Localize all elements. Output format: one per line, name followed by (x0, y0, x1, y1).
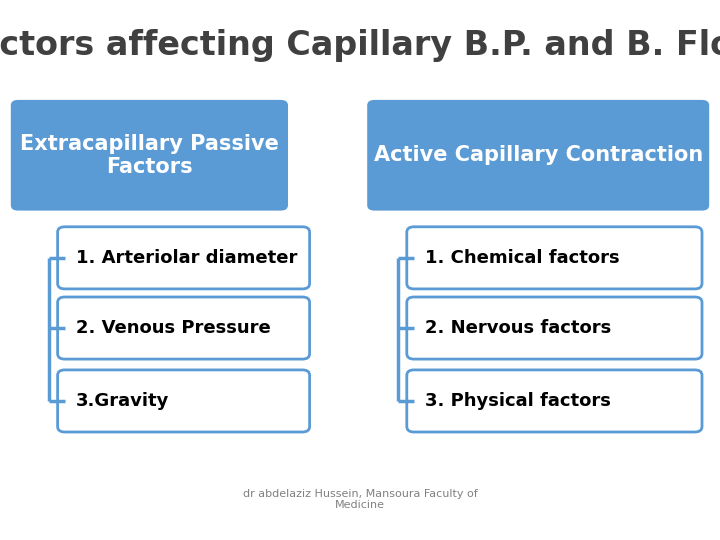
Text: Active Capillary Contraction: Active Capillary Contraction (374, 145, 703, 165)
Text: 1. Arteriolar diameter: 1. Arteriolar diameter (76, 249, 297, 267)
FancyBboxPatch shape (58, 370, 310, 432)
Text: 3. Physical factors: 3. Physical factors (425, 392, 611, 410)
Text: 2. Nervous factors: 2. Nervous factors (425, 319, 611, 337)
FancyBboxPatch shape (407, 227, 702, 289)
Text: Factors affecting Capillary B.P. and B. Flow: Factors affecting Capillary B.P. and B. … (0, 29, 720, 63)
FancyBboxPatch shape (407, 297, 702, 359)
FancyBboxPatch shape (11, 100, 288, 211)
FancyBboxPatch shape (58, 227, 310, 289)
FancyBboxPatch shape (58, 297, 310, 359)
Text: 3.Gravity: 3.Gravity (76, 392, 169, 410)
FancyBboxPatch shape (367, 100, 709, 211)
Text: dr abdelaziz Hussein, Mansoura Faculty of
Medicine: dr abdelaziz Hussein, Mansoura Faculty o… (243, 489, 477, 510)
Text: 2. Venous Pressure: 2. Venous Pressure (76, 319, 270, 337)
Text: Extracapillary Passive
Factors: Extracapillary Passive Factors (20, 133, 279, 177)
Text: 1. Chemical factors: 1. Chemical factors (425, 249, 619, 267)
FancyBboxPatch shape (407, 370, 702, 432)
